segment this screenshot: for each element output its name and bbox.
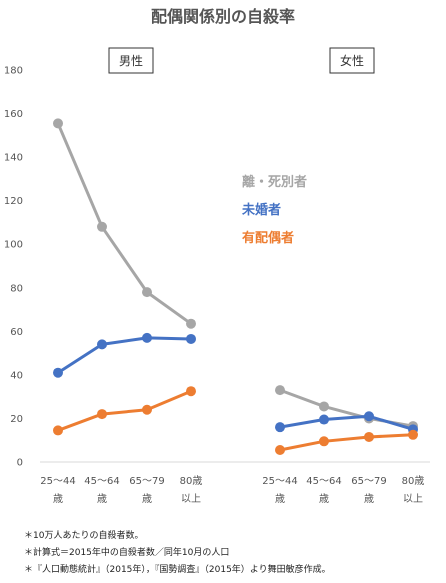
x-tick-label: 45〜64 bbox=[306, 476, 341, 487]
data-point bbox=[97, 339, 107, 350]
data-point bbox=[364, 431, 374, 442]
data-point bbox=[364, 411, 374, 422]
series-line bbox=[57, 389, 192, 432]
x-tick-label: 65〜79 bbox=[351, 476, 386, 487]
group-label-box bbox=[329, 47, 375, 74]
data-point bbox=[97, 221, 107, 232]
y-tick-label: 80 bbox=[10, 283, 23, 294]
footnote: ＊『人口動態統計』（2015年），『国勢調査』（2015年）より舞田敏彦作成。 bbox=[24, 565, 331, 575]
x-tick-label: 歳 bbox=[275, 493, 285, 505]
series-line bbox=[57, 336, 192, 374]
x-tick-label: 80歳 bbox=[402, 475, 425, 487]
y-tick-label: 180 bbox=[4, 66, 23, 77]
data-point bbox=[142, 404, 152, 415]
x-tick-label: 65〜79 bbox=[129, 476, 164, 487]
x-tick-label: 45〜64 bbox=[84, 476, 119, 487]
footnotes: ＊10万人あたりの自殺者数。 ＊計算式＝2015年中の自殺者数／同年10月の人口… bbox=[24, 528, 331, 579]
data-point bbox=[275, 385, 285, 396]
data-point bbox=[275, 422, 285, 433]
legend-entry: 未婚者 bbox=[241, 202, 281, 218]
data-point bbox=[53, 367, 63, 378]
data-point bbox=[319, 401, 329, 412]
x-tick-label: 歳 bbox=[364, 493, 374, 505]
series-layer bbox=[53, 118, 418, 456]
data-point bbox=[319, 414, 329, 425]
series-line bbox=[56, 122, 192, 325]
data-point bbox=[53, 118, 63, 129]
group-label: 女性 bbox=[340, 53, 364, 68]
footnote: ＊10万人あたりの自殺者数。 bbox=[24, 531, 144, 541]
x-tick-label: 歳 bbox=[53, 493, 63, 505]
x-tick-label: 25〜44 bbox=[40, 476, 75, 487]
group-panels: 男性 女性 bbox=[108, 47, 375, 74]
data-point bbox=[142, 287, 152, 298]
data-point bbox=[319, 436, 329, 447]
group-label-box bbox=[108, 47, 154, 74]
legend-entry: 有配偶者 bbox=[242, 230, 294, 246]
x-tick-label: 以上 bbox=[403, 493, 423, 505]
data-point bbox=[186, 333, 196, 344]
y-tick-label: 140 bbox=[4, 153, 23, 164]
y-tick-label: 100 bbox=[4, 240, 23, 251]
data-point bbox=[97, 409, 107, 420]
data-point bbox=[53, 425, 63, 436]
data-point bbox=[186, 386, 196, 397]
group-label: 男性 bbox=[119, 54, 143, 68]
x-tick-label: 80歳 bbox=[180, 475, 203, 487]
y-tick-label: 0 bbox=[17, 458, 23, 469]
legend-entry: 離・死別者 bbox=[242, 174, 307, 190]
footnote: ＊計算式＝2015年中の自殺者数／同年10月の人口 bbox=[24, 548, 230, 558]
data-point bbox=[275, 445, 285, 456]
series-line bbox=[279, 388, 414, 428]
y-tick-label: 60 bbox=[10, 327, 23, 338]
x-tick-label: 以上 bbox=[181, 493, 201, 505]
series-line bbox=[279, 414, 414, 431]
x-tick-label: 歳 bbox=[97, 493, 107, 505]
y-tick-label: 40 bbox=[10, 370, 23, 381]
x-tick-label: 歳 bbox=[319, 493, 329, 505]
y-tick-label: 160 bbox=[4, 109, 23, 120]
data-point bbox=[142, 332, 152, 343]
x-tick-label: 25〜44 bbox=[262, 476, 297, 487]
series-line bbox=[279, 433, 414, 452]
data-point bbox=[408, 429, 418, 440]
y-tick-label: 120 bbox=[4, 196, 23, 207]
x-tick-label: 歳 bbox=[142, 493, 152, 505]
chart-title: 配偶関係別の自殺率 bbox=[151, 7, 295, 26]
y-axis: 0 20 40 60 80 100 120 140 160 180 bbox=[4, 66, 430, 469]
data-point bbox=[186, 318, 196, 329]
y-tick-label: 20 bbox=[10, 414, 23, 425]
